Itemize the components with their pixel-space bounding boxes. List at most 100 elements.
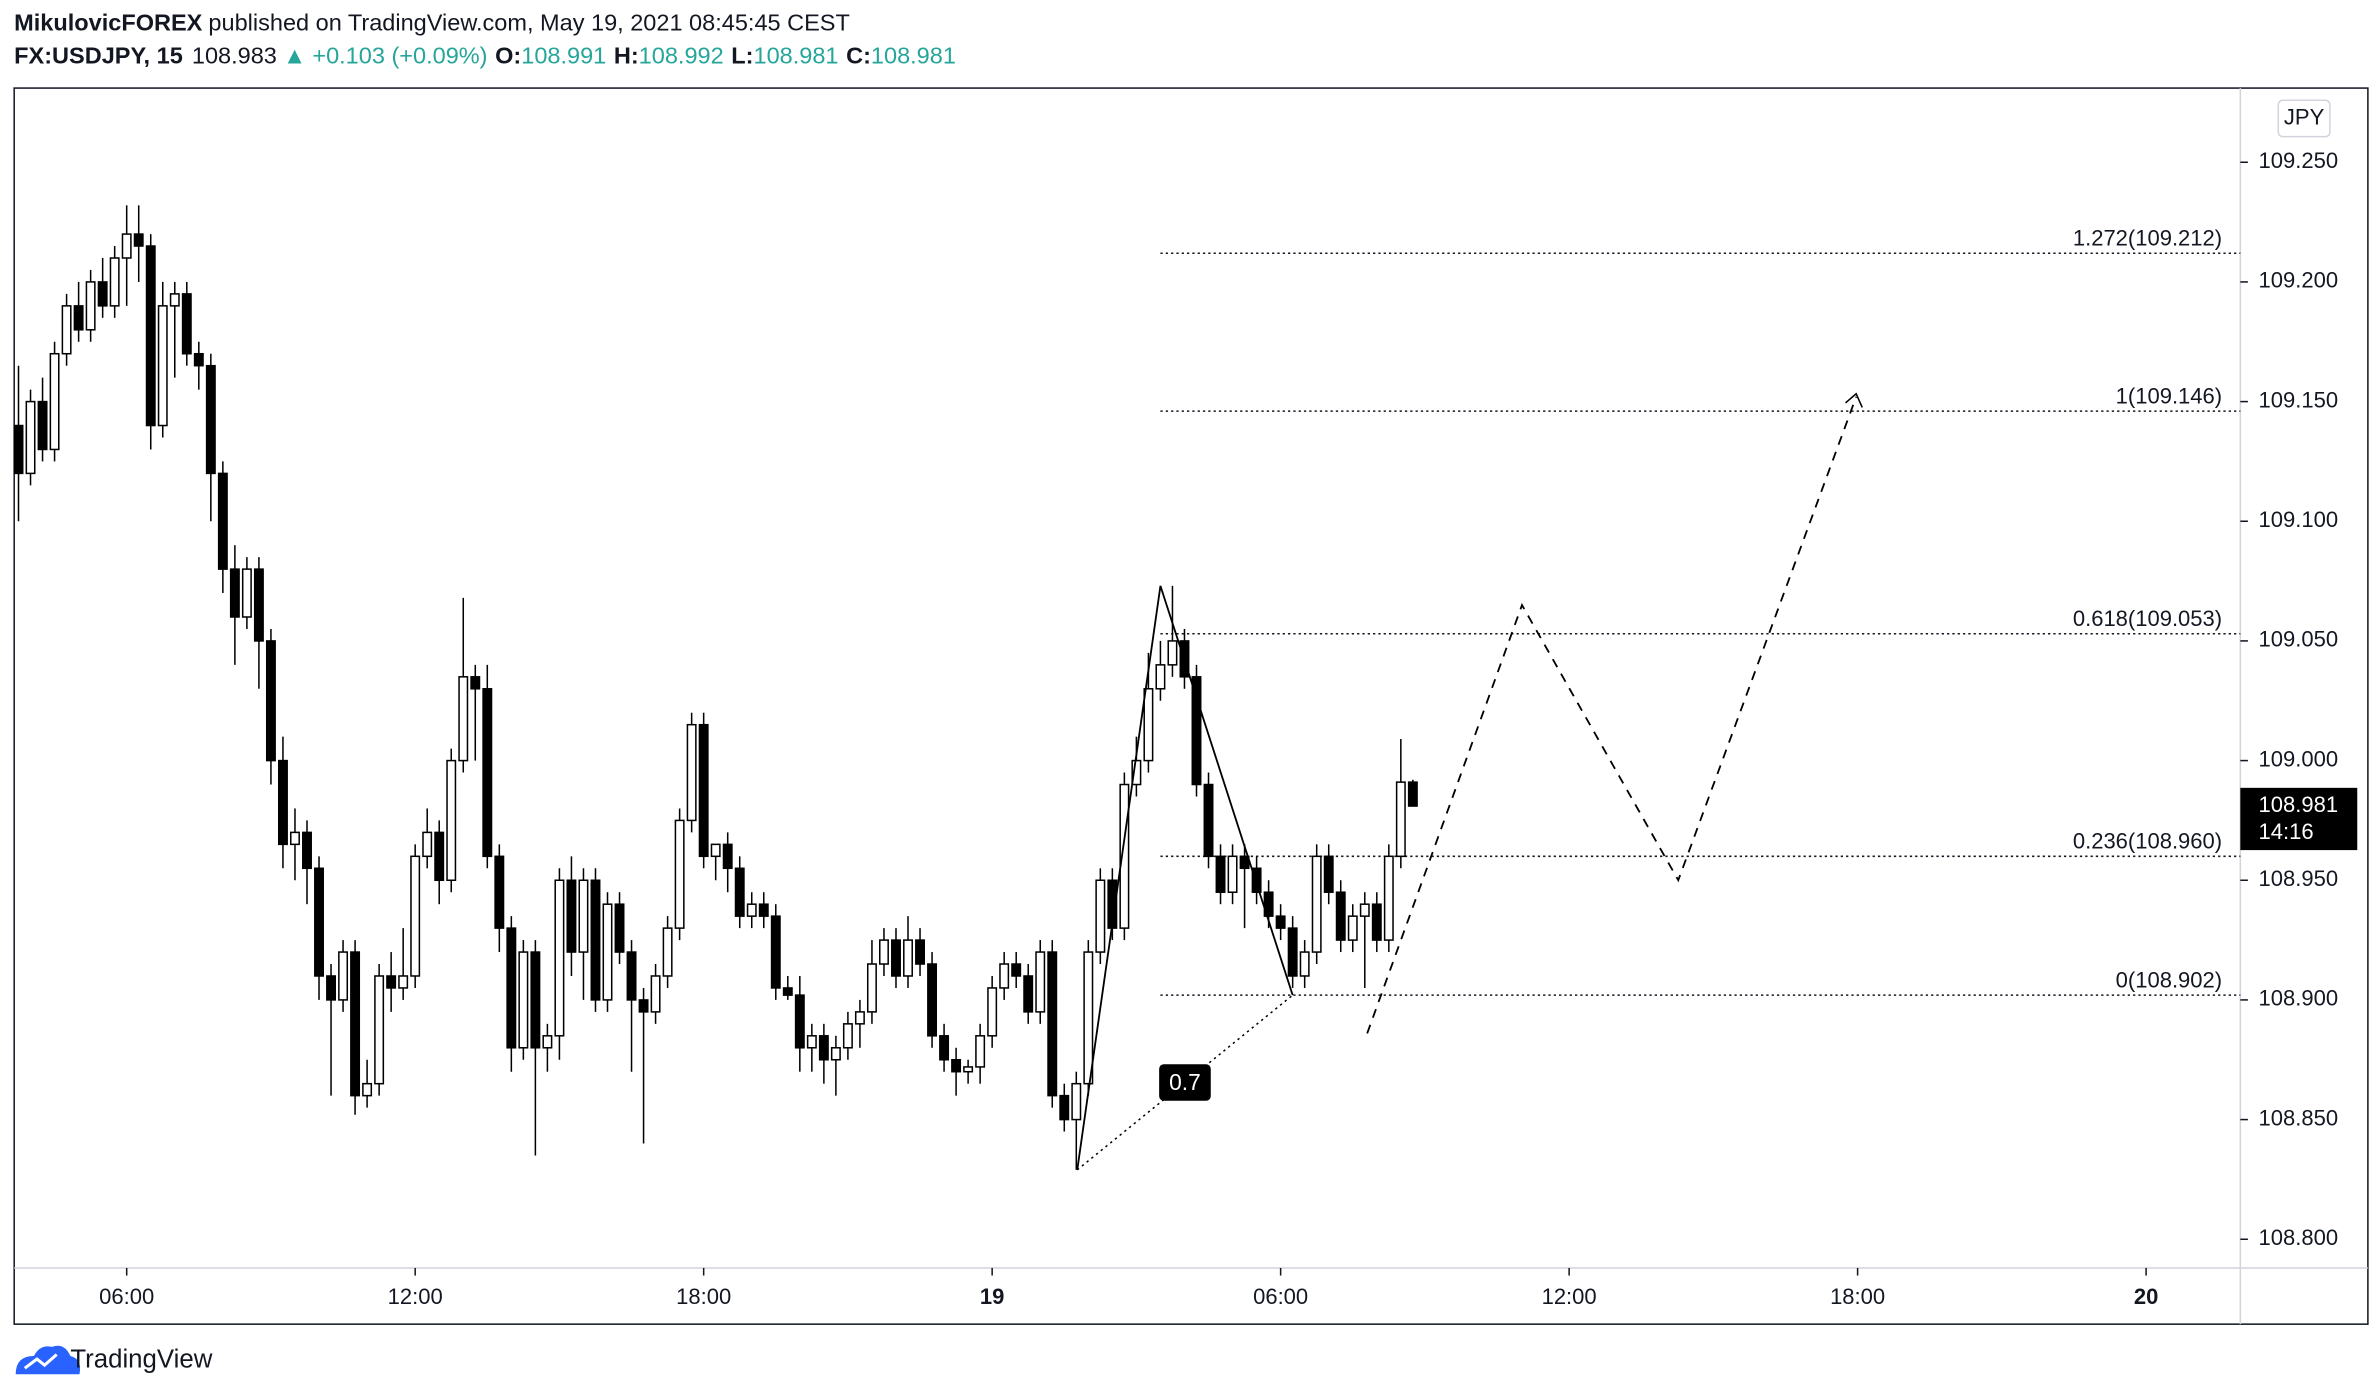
candle-body <box>1323 855 1334 893</box>
symbol-line: FX:USDJPY, 15 108.983 ▲ +0.103 (+0.09%) O: 10… <box>14 43 956 69</box>
fib-label: 0.618(109.053) <box>2073 606 2222 631</box>
candle-body <box>842 1023 853 1049</box>
candle-body <box>458 676 469 762</box>
candle-body <box>1023 975 1034 1013</box>
candle-body <box>746 903 757 917</box>
candle-body <box>1083 951 1094 1085</box>
x-tick-label: 12:00 <box>388 1284 443 1309</box>
published: published on TradingView.com, May 19, 20… <box>208 10 849 36</box>
candle-body <box>1047 951 1058 1097</box>
candle-body <box>674 819 685 929</box>
arrow: ▲ <box>283 43 306 69</box>
candle-body <box>73 305 84 331</box>
candle-body <box>410 855 421 977</box>
y-tick-label: 109.200 <box>2259 268 2339 293</box>
candle-body <box>1191 676 1202 786</box>
candle-body <box>614 903 625 953</box>
candle-body <box>602 903 613 1001</box>
candle-body <box>398 975 409 989</box>
y-tick-label: 109.050 <box>2259 627 2339 652</box>
candle-body <box>482 688 493 858</box>
symbol: FX:USDJPY, 15 <box>14 43 183 69</box>
candle-body <box>290 831 300 846</box>
candle-body <box>1263 891 1274 917</box>
candle-body <box>818 1035 829 1061</box>
candle-body <box>963 1066 974 1073</box>
ohlc-label: O: <box>495 43 521 69</box>
candle-body <box>1011 963 1022 977</box>
candle-body <box>1299 951 1310 977</box>
plot-area: 1.272(109.212) 1(109.146) 0.618(109.053) 0.… <box>13 205 2241 1171</box>
candle-body <box>253 568 264 642</box>
fib-label: 0(108.902) <box>2116 967 2222 992</box>
ohlc-value: 108.992 <box>639 43 724 69</box>
candle-body <box>314 867 324 977</box>
candle-body <box>193 352 204 367</box>
fib-label: 1(109.146) <box>2116 383 2222 408</box>
candle-body <box>975 1035 986 1068</box>
candle-body <box>506 927 517 1049</box>
ohlc-label: C: <box>846 43 871 69</box>
projection-arrow <box>1845 392 1863 408</box>
candle-body <box>229 568 240 618</box>
candle-body <box>638 999 649 1013</box>
candle-body <box>891 939 901 977</box>
candle-body <box>710 843 721 858</box>
last-price-box <box>2240 787 2358 851</box>
candle-body <box>782 987 793 996</box>
candle-body <box>1059 1094 1070 1121</box>
y-tick-label: 109.000 <box>2259 746 2339 771</box>
ohlc-value: 108.981 <box>753 43 838 69</box>
fib-label: 1.272(109.212) <box>2073 225 2222 250</box>
candle-body <box>1335 891 1346 941</box>
change: +0.103 (+0.09%) <box>312 43 487 69</box>
candle-body <box>734 867 745 917</box>
ratio-box <box>1159 1064 1211 1101</box>
y-tick-label: 109.250 <box>2259 148 2339 173</box>
candle-body <box>277 759 288 846</box>
candle-body <box>1035 951 1046 1013</box>
candle-body <box>1407 781 1418 807</box>
ratio-label: 0.7 <box>1169 1069 1201 1095</box>
candle-body <box>1239 855 1250 870</box>
candle-body <box>866 963 877 1013</box>
candle-body <box>241 568 252 618</box>
candle-body <box>578 879 589 953</box>
currency-box[interactable] <box>2277 99 2331 138</box>
candle-body <box>61 305 72 355</box>
candle-body <box>1347 915 1358 941</box>
author: MikulovicFOREX <box>14 10 202 36</box>
candle-body <box>806 1035 817 1049</box>
x-tick-label: 18:00 <box>1830 1284 1885 1309</box>
candle-body <box>49 352 60 451</box>
currency: JPY <box>2284 104 2325 129</box>
candle-body <box>830 1047 841 1061</box>
candle-body <box>265 640 276 762</box>
candle-body <box>422 831 433 858</box>
candle-body <box>1215 855 1226 893</box>
candle-body <box>1155 664 1166 690</box>
candle-body <box>434 831 445 882</box>
candle-body <box>326 975 337 1001</box>
candle-body <box>530 951 541 1049</box>
candle-body <box>999 963 1010 989</box>
candle-body <box>1143 688 1154 762</box>
y-tick-label: 109.100 <box>2259 507 2339 532</box>
candle-body <box>470 676 481 690</box>
fib-label: 0.236(108.960) <box>2073 828 2222 853</box>
ohlc-label: H: <box>614 43 639 69</box>
candle-body <box>686 723 697 822</box>
candle-body <box>1359 903 1370 917</box>
countdown: 14:16 <box>2259 819 2314 844</box>
candle-body <box>951 1058 962 1073</box>
price: 108.983 <box>192 43 277 69</box>
candle-body <box>302 831 312 870</box>
candle-body <box>386 975 397 989</box>
candle-body <box>794 994 805 1049</box>
candle-body <box>758 903 769 917</box>
pattern-ratio-line <box>1076 994 1294 1171</box>
candle-body <box>566 879 577 953</box>
x-tick-label: 18:00 <box>676 1284 731 1309</box>
candle-body <box>1095 879 1106 953</box>
